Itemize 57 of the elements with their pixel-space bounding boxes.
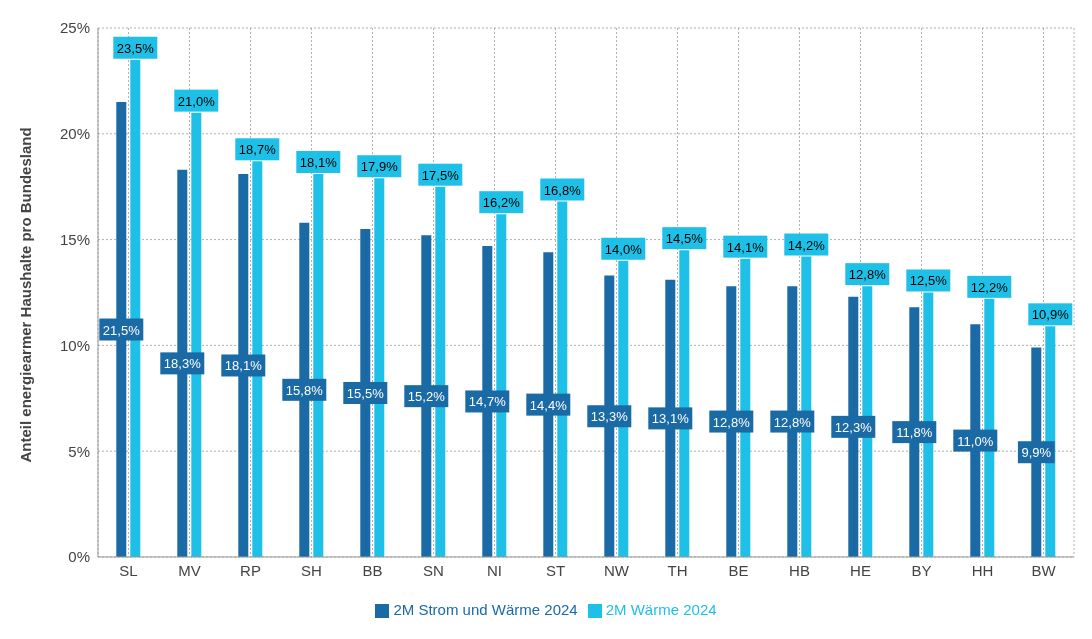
data-label: 21,0% bbox=[177, 93, 216, 109]
data-label: 12,8% bbox=[848, 267, 887, 283]
x-tick-label: SL bbox=[119, 561, 138, 579]
x-tick-label: SN bbox=[423, 561, 444, 579]
data-label: 14,5% bbox=[665, 231, 704, 247]
data-label: 14,0% bbox=[604, 241, 643, 257]
x-tick-label: TH bbox=[667, 561, 688, 579]
x-tick-label: BY bbox=[911, 561, 932, 579]
x-tick-label: NW bbox=[604, 561, 630, 579]
y-axis-title: Anteil energiearmer Haushalte pro Bundesland bbox=[17, 127, 35, 463]
data-label: 12,8% bbox=[773, 414, 812, 430]
data-label: 12,3% bbox=[834, 419, 873, 435]
x-tick-label: ST bbox=[545, 561, 566, 579]
data-label: 13,1% bbox=[651, 411, 690, 427]
x-tick-label: NI bbox=[487, 561, 502, 579]
data-label: 14,4% bbox=[529, 397, 568, 413]
data-label: 17,5% bbox=[421, 167, 460, 183]
data-label: 18,7% bbox=[238, 142, 277, 158]
data-label: 16,2% bbox=[482, 195, 521, 211]
data-label: 17,9% bbox=[360, 159, 399, 175]
y-tick-label: 10% bbox=[59, 336, 90, 354]
data-label: 14,7% bbox=[468, 394, 507, 410]
data-label: 14,2% bbox=[787, 237, 826, 253]
data-label: 23,5% bbox=[116, 40, 155, 56]
data-label: 13,3% bbox=[590, 409, 629, 425]
data-label: 12,2% bbox=[970, 279, 1009, 295]
data-label: 18,3% bbox=[163, 356, 202, 372]
data-label: 16,8% bbox=[543, 182, 582, 198]
y-tick-label: 25% bbox=[59, 19, 90, 37]
data-label: 12,5% bbox=[909, 273, 948, 289]
data-label: 11,8% bbox=[896, 425, 933, 441]
x-tick-label: RP bbox=[240, 561, 261, 579]
data-label: 9,9% bbox=[1021, 445, 1052, 461]
x-tick-label: BE bbox=[728, 561, 749, 579]
x-tick-label: HH bbox=[971, 561, 994, 579]
data-label: 15,2% bbox=[407, 389, 446, 405]
legend-label: 2M Strom und Wärme 2024 bbox=[393, 600, 578, 618]
data-label: 18,1% bbox=[224, 358, 263, 374]
y-tick-label: 20% bbox=[59, 125, 90, 143]
data-label: 15,8% bbox=[285, 382, 324, 398]
x-tick-label: MV bbox=[178, 561, 201, 579]
x-tick-label: SH bbox=[301, 561, 322, 579]
y-tick-label: 0% bbox=[68, 548, 90, 566]
data-label: 10,9% bbox=[1031, 307, 1070, 323]
y-tick-label: 5% bbox=[68, 442, 90, 460]
y-tick-label: 15% bbox=[59, 230, 90, 248]
data-label: 11,0% bbox=[957, 433, 994, 449]
data-label: 12,8% bbox=[712, 414, 751, 430]
x-tick-label: HB bbox=[789, 561, 810, 579]
x-tick-label: BW bbox=[1031, 561, 1057, 579]
data-label: 18,1% bbox=[299, 155, 338, 170]
x-tick-label: HE bbox=[850, 561, 871, 579]
data-label: 14,1% bbox=[726, 239, 765, 255]
data-label: 21,5% bbox=[102, 322, 141, 338]
legend-label: 2M Wärme 2024 bbox=[605, 600, 717, 618]
x-tick-label: BB bbox=[362, 561, 383, 579]
data-label: 15,5% bbox=[346, 385, 385, 401]
